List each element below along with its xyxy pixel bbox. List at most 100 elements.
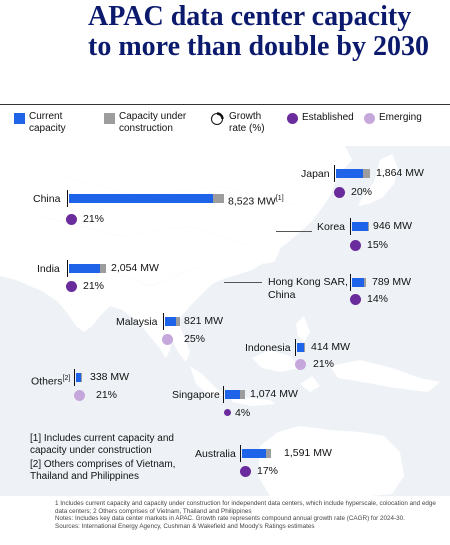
- singapore-growth-rate: 4%: [235, 407, 251, 419]
- india-label: India: [37, 263, 60, 275]
- china-marker: [67, 190, 68, 207]
- others-construction-segment: [81, 373, 83, 382]
- indonesia-growth-rate: 21%: [313, 358, 335, 370]
- korea-leader-line: [276, 231, 312, 232]
- japan-total: 1,864 MW: [376, 167, 424, 179]
- others-growth-dot: [74, 390, 85, 401]
- hong-kong-growth-rate: 14%: [367, 293, 389, 305]
- hong-kong-total: 789 MW: [372, 276, 412, 288]
- australia-bar: [242, 449, 271, 458]
- china-total-footnote: [1]: [275, 195, 284, 202]
- hong-kong-leader-line: [224, 282, 262, 283]
- china-label: China: [33, 193, 61, 205]
- australia-growth-rate: 17%: [257, 465, 279, 477]
- hong-kong-bar: [352, 278, 367, 287]
- japan-current-segment: [336, 169, 364, 178]
- legend-emerging-swatch: [364, 113, 375, 124]
- australia-total: 1,591 MW: [284, 447, 332, 459]
- japan-bar: [336, 169, 370, 178]
- china-bar: [69, 194, 224, 203]
- india-bar: [69, 264, 107, 273]
- china-total: 8,523 MW[1]: [228, 192, 284, 209]
- korea-current-segment: [352, 222, 368, 231]
- singapore-bar: [225, 390, 245, 399]
- legend-current-label: Current capacity: [29, 111, 66, 134]
- others-total: 338 MW: [90, 371, 130, 383]
- others-label: Others[2]: [31, 372, 70, 389]
- hong-kong-marker: [350, 274, 351, 291]
- singapore-total: 1,074 MW: [250, 388, 298, 400]
- hong-kong-construction-segment: [364, 278, 367, 287]
- legend-emerging-label: Emerging: [379, 112, 422, 123]
- footnote-1: [1] Includes current capacity and capaci…: [30, 433, 174, 456]
- indonesia-total: 414 MW: [311, 341, 351, 353]
- malaysia-label: Malaysia: [116, 316, 158, 328]
- hong-kong-growth-dot: [350, 294, 361, 305]
- korea-growth-dot: [350, 240, 361, 251]
- india-total: 2,054 MW: [111, 262, 159, 274]
- india-current-segment: [69, 264, 100, 273]
- india-growth-dot: [66, 281, 77, 292]
- china-growth-rate: 21%: [83, 213, 105, 225]
- hong-kong-label: Hong Kong SAR, China: [268, 276, 348, 301]
- australia-construction-segment: [265, 449, 271, 458]
- source-credits: Sources: International Energy Agency, Cu…: [55, 522, 315, 530]
- map-panel: China 8,523 MW[1] 21% Japan 1,864 MW 20%…: [0, 146, 450, 496]
- india-marker: [67, 260, 68, 277]
- indonesia-bar: [297, 343, 305, 352]
- singapore-label: Singapore: [172, 389, 220, 401]
- asia-pacific-map: [0, 146, 450, 496]
- korea-total: 946 MW: [373, 220, 413, 232]
- singapore-growth-dot: [224, 409, 231, 416]
- singapore-current-segment: [225, 390, 240, 399]
- others-label-footnote: [2]: [62, 375, 71, 382]
- china-construction-segment: [212, 194, 224, 203]
- malaysia-total: 821 MW: [184, 315, 224, 327]
- legend-growth-label: Growth rate (%): [229, 111, 265, 134]
- malaysia-current-segment: [165, 317, 177, 326]
- footnote-2: [2] Others comprises of Vietnam, Thailan…: [30, 459, 176, 482]
- china-current-segment: [69, 194, 213, 203]
- legend-construction-swatch: [104, 113, 115, 124]
- indonesia-marker: [295, 339, 296, 356]
- japan-construction-segment: [363, 169, 370, 178]
- india-construction-segment: [99, 264, 107, 273]
- growth-rate-icon: [211, 112, 224, 125]
- australia-current-segment: [242, 449, 266, 458]
- legend: Current capacity Capacity under construc…: [0, 104, 450, 141]
- korea-growth-rate: 15%: [367, 239, 389, 251]
- others-label-text: Others: [31, 375, 63, 388]
- singapore-construction-segment: [239, 390, 245, 399]
- singapore-marker: [223, 386, 224, 403]
- others-bar: [76, 373, 83, 382]
- australia-marker: [240, 445, 241, 462]
- malaysia-growth-dot: [162, 334, 173, 345]
- source-growth-note: Notes: Includes key data center markets …: [55, 515, 405, 523]
- others-growth-rate: 21%: [96, 389, 118, 401]
- indonesia-growth-dot: [295, 359, 306, 370]
- korea-marker: [350, 218, 351, 235]
- malaysia-growth-rate: 25%: [184, 333, 206, 345]
- others-marker: [74, 369, 75, 386]
- china-growth-dot: [66, 214, 77, 225]
- hong-kong-current-segment: [352, 278, 365, 287]
- japan-marker: [334, 165, 335, 182]
- source-footnote-definitions: 1 Includes current capacity and capacity…: [55, 500, 436, 515]
- korea-construction-segment: [368, 222, 370, 231]
- malaysia-marker: [163, 313, 164, 330]
- legend-current-swatch: [14, 113, 25, 124]
- australia-growth-dot: [240, 466, 251, 477]
- malaysia-construction-segment: [176, 317, 180, 326]
- legend-construction-label: Capacity under construction: [119, 111, 187, 134]
- china-total-text: 8,523 MW: [228, 195, 276, 208]
- indonesia-construction-segment: [303, 343, 305, 352]
- korea-bar: [352, 222, 370, 231]
- indonesia-label: Indonesia: [245, 342, 291, 354]
- japan-growth-dot: [334, 187, 345, 198]
- malaysia-bar: [165, 317, 180, 326]
- legend-established-swatch: [287, 113, 298, 124]
- india-growth-rate: 21%: [83, 280, 105, 292]
- others-current-segment: [76, 373, 82, 382]
- japan-label: Japan: [301, 168, 330, 180]
- australia-label: Australia: [195, 448, 236, 460]
